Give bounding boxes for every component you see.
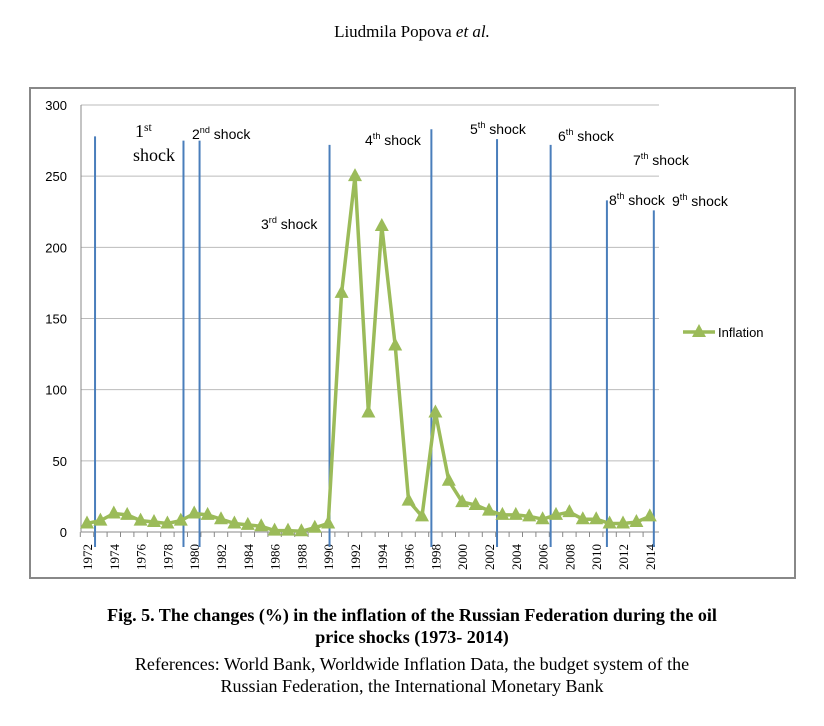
shock-label: 1st shock	[133, 121, 175, 165]
data-point	[240, 516, 255, 530]
data-point	[254, 518, 269, 532]
data-point	[602, 515, 617, 529]
data-point	[455, 494, 470, 508]
data-point	[415, 508, 429, 522]
x-tick-label: 1976	[134, 544, 149, 571]
data-point	[348, 168, 362, 182]
data-point	[522, 508, 537, 522]
data-point	[106, 505, 121, 519]
x-tick-label: 1992	[348, 544, 363, 570]
legend-marker	[692, 324, 706, 337]
data-point	[401, 492, 416, 506]
data-point	[173, 512, 188, 526]
y-tick-label: 0	[60, 525, 67, 540]
x-tick-label: 1974	[107, 544, 122, 571]
shock-label: 7th shock	[633, 151, 690, 168]
x-tick-label: 2000	[455, 544, 470, 570]
x-tick-label: 1972	[80, 544, 95, 570]
data-point	[307, 519, 322, 533]
x-tick-label: 2008	[562, 544, 577, 570]
author: Liudmila Popova	[334, 22, 452, 41]
data-point	[575, 511, 590, 525]
data-point	[200, 506, 215, 520]
x-tick-label: 1984	[241, 544, 256, 571]
x-tick-label: 1998	[428, 544, 443, 570]
shock-label: 3rd shock	[261, 215, 318, 232]
shock-label: 8th shock	[609, 191, 666, 208]
data-point	[428, 404, 443, 418]
references: References: World Bank, Worldwide Inflat…	[0, 653, 824, 697]
shock-label: 9th shock	[672, 192, 729, 209]
references-line1: References: World Bank, Worldwide Inflat…	[134, 654, 690, 674]
data-point	[616, 515, 630, 529]
y-tick-label: 100	[45, 383, 67, 398]
y-tick-label: 150	[45, 312, 67, 327]
x-tick-label: 2002	[482, 544, 497, 570]
data-point	[388, 337, 403, 351]
x-tick-label: 1990	[321, 544, 336, 570]
references-line2: Russian Federation, the International Mo…	[220, 676, 604, 696]
shock-label: 6th shock	[558, 127, 615, 144]
x-tick-label: 2014	[643, 544, 658, 571]
data-point	[321, 515, 336, 529]
x-tick-label: 1988	[294, 544, 309, 570]
x-tick-label: 1986	[268, 544, 283, 571]
x-tick-label: 1980	[187, 544, 202, 570]
et-al: et al.	[455, 22, 490, 41]
data-point	[160, 515, 175, 529]
data-point	[187, 505, 202, 519]
x-tick-label: 2004	[509, 544, 524, 571]
data-point	[629, 514, 644, 528]
data-point	[133, 512, 148, 526]
data-point	[267, 522, 282, 536]
x-tick-label: 1996	[402, 544, 417, 571]
data-point	[93, 512, 108, 526]
data-point	[334, 284, 349, 298]
legend-label: Inflation	[718, 325, 764, 340]
figure-title-line2: price shocks (1973- 2014)	[315, 627, 509, 647]
data-point	[549, 506, 563, 520]
data-point	[374, 217, 389, 231]
x-tick-label: 1978	[160, 544, 175, 570]
data-point	[214, 511, 228, 525]
y-tick-label: 300	[45, 98, 67, 113]
data-point	[147, 514, 161, 528]
data-point	[361, 404, 376, 418]
data-point	[227, 515, 242, 529]
x-tick-label: 2010	[589, 544, 604, 570]
chart-frame	[29, 87, 796, 579]
data-point	[535, 511, 550, 525]
y-tick-label: 200	[45, 240, 67, 255]
data-point	[495, 506, 510, 520]
data-point	[642, 508, 657, 522]
data-point	[589, 511, 604, 525]
data-point	[562, 504, 577, 518]
figure-title-line1: Fig. 5. The changes (%) in the inflation…	[107, 605, 717, 625]
data-point	[468, 496, 483, 510]
data-point	[294, 523, 309, 537]
page-header: Liudmila Popova et al.	[0, 22, 824, 42]
data-point	[482, 502, 496, 516]
data-point	[120, 506, 135, 520]
data-point	[80, 515, 94, 529]
data-point	[508, 506, 523, 520]
y-tick-label: 250	[45, 169, 67, 184]
figure-title: Fig. 5. The changes (%) in the inflation…	[0, 604, 824, 648]
shock-label: 5th shock	[470, 120, 527, 137]
inflation-chart: 0 50 100 150 200 250 300 1972 1974 1976 1978 1980 19…	[29, 87, 796, 579]
x-tick-label: 2006	[536, 544, 551, 571]
x-tick-label: 2012	[616, 544, 631, 570]
x-tick-label: 1994	[375, 544, 390, 571]
shock-label: 4th shock	[365, 131, 422, 148]
y-tick-label: 50	[53, 454, 67, 469]
shock-label: 2nd shock	[192, 125, 251, 142]
data-point	[281, 522, 295, 536]
x-tick-label: 1982	[214, 544, 229, 570]
data-point	[441, 472, 456, 486]
